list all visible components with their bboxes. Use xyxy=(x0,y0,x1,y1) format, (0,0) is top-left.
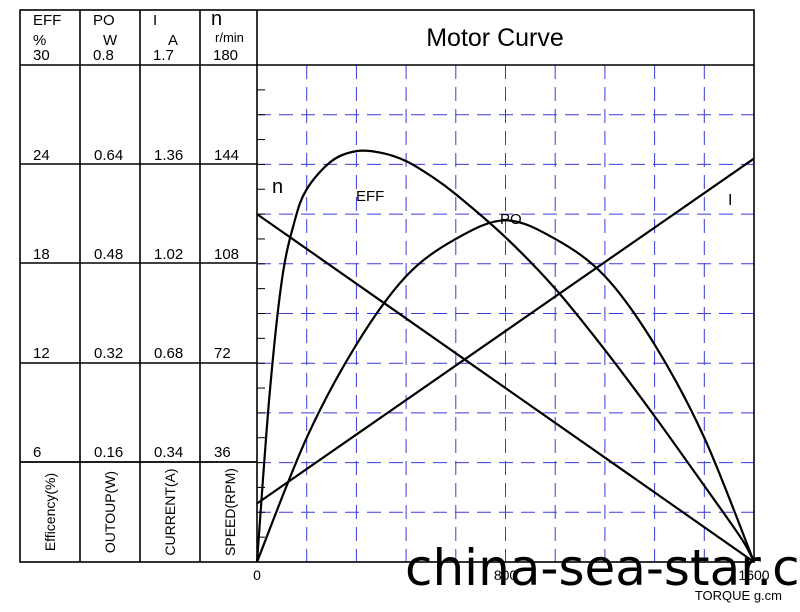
series-n-annotation: n xyxy=(272,176,283,198)
x-tick-label: 0 xyxy=(253,567,261,583)
chart-title: Motor Curve xyxy=(426,24,564,52)
chart-title-group: Motor Curve xyxy=(426,24,564,52)
watermark-text: china-sea-star.co xyxy=(405,539,800,597)
scale-tick-label: 18 xyxy=(33,246,50,263)
series-po-line xyxy=(255,219,756,563)
scale-header-unit: r/min xyxy=(215,30,244,45)
scale-header-unit: % xyxy=(33,32,46,49)
scale-header-unit: A xyxy=(168,32,178,49)
scale-tick-label: 1.36 xyxy=(154,147,183,164)
scale-tick-label: 6 xyxy=(33,444,41,461)
scale-tick-label: 0.64 xyxy=(94,147,123,164)
scale-tick-label: 72 xyxy=(214,345,231,362)
scale-tick-label: 0.34 xyxy=(154,444,183,461)
outer-border xyxy=(19,9,755,563)
scale-tick-labels: 24 18 12 6 0.64 0.48 0.32 0.16 1.36 1.02 0.68 0.34 1… xyxy=(33,147,239,461)
scale-axis-label: CURRENT(A) xyxy=(162,468,178,555)
scale-axis-label: OUTOUP(W) xyxy=(102,471,118,553)
scale-axis-label: Efficency(%) xyxy=(42,473,58,551)
scale-header-unit: W xyxy=(103,32,118,49)
series-po-annotation: PO xyxy=(500,211,522,228)
scale-tick-label: 0.32 xyxy=(94,345,123,362)
scale-tick-label: 0.48 xyxy=(94,246,123,263)
x-tick-label: 1600 xyxy=(738,567,769,583)
scale-header-max: 30 xyxy=(33,47,50,64)
scale-tick-label: 0.16 xyxy=(94,444,123,461)
series-i-line xyxy=(256,157,755,505)
scale-header-max: 0.8 xyxy=(93,47,114,64)
x-tick-label: 800 xyxy=(494,567,518,583)
scale-axis-label: SPEED(RPM) xyxy=(222,468,238,556)
scale-headers: EFF%30 PO W0.8 IA1.7 nr/min 180 xyxy=(33,8,244,64)
series-eff-line xyxy=(255,149,755,563)
series-annotations: n EFF PO I xyxy=(272,176,732,228)
scale-tick-label: 36 xyxy=(214,444,231,461)
scale-tick-label: 144 xyxy=(214,147,239,164)
scale-header-name: PO xyxy=(93,12,115,29)
scale-header-name: EFF xyxy=(33,12,61,29)
scale-tick-label: 12 xyxy=(33,345,50,362)
scale-header-name: n xyxy=(211,8,222,30)
scale-tick-label: 24 xyxy=(33,147,50,164)
scale-tick-label: 108 xyxy=(214,246,239,263)
scale-header-max: 180 xyxy=(213,47,238,64)
chart-series xyxy=(255,149,756,563)
scale-tick-label: 0.68 xyxy=(154,345,183,362)
series-n-line xyxy=(256,213,755,563)
x-axis-label: TORQUE g.cm xyxy=(695,588,782,603)
x-tick-labels: 0 800 1600 xyxy=(253,567,770,583)
scale-axis-labels: Efficency(%) OUTOUP(W) CURRENT(A) SPEED(RPM… xyxy=(42,468,238,556)
series-eff-annotation: EFF xyxy=(356,188,384,205)
scale-tick-label: 1.02 xyxy=(154,246,183,263)
chart-grid xyxy=(257,64,754,563)
series-i-annotation: I xyxy=(728,192,732,209)
scale-header-max: 1.7 xyxy=(153,47,174,64)
chart-frame xyxy=(19,9,755,563)
scale-header-name: I xyxy=(153,12,157,29)
